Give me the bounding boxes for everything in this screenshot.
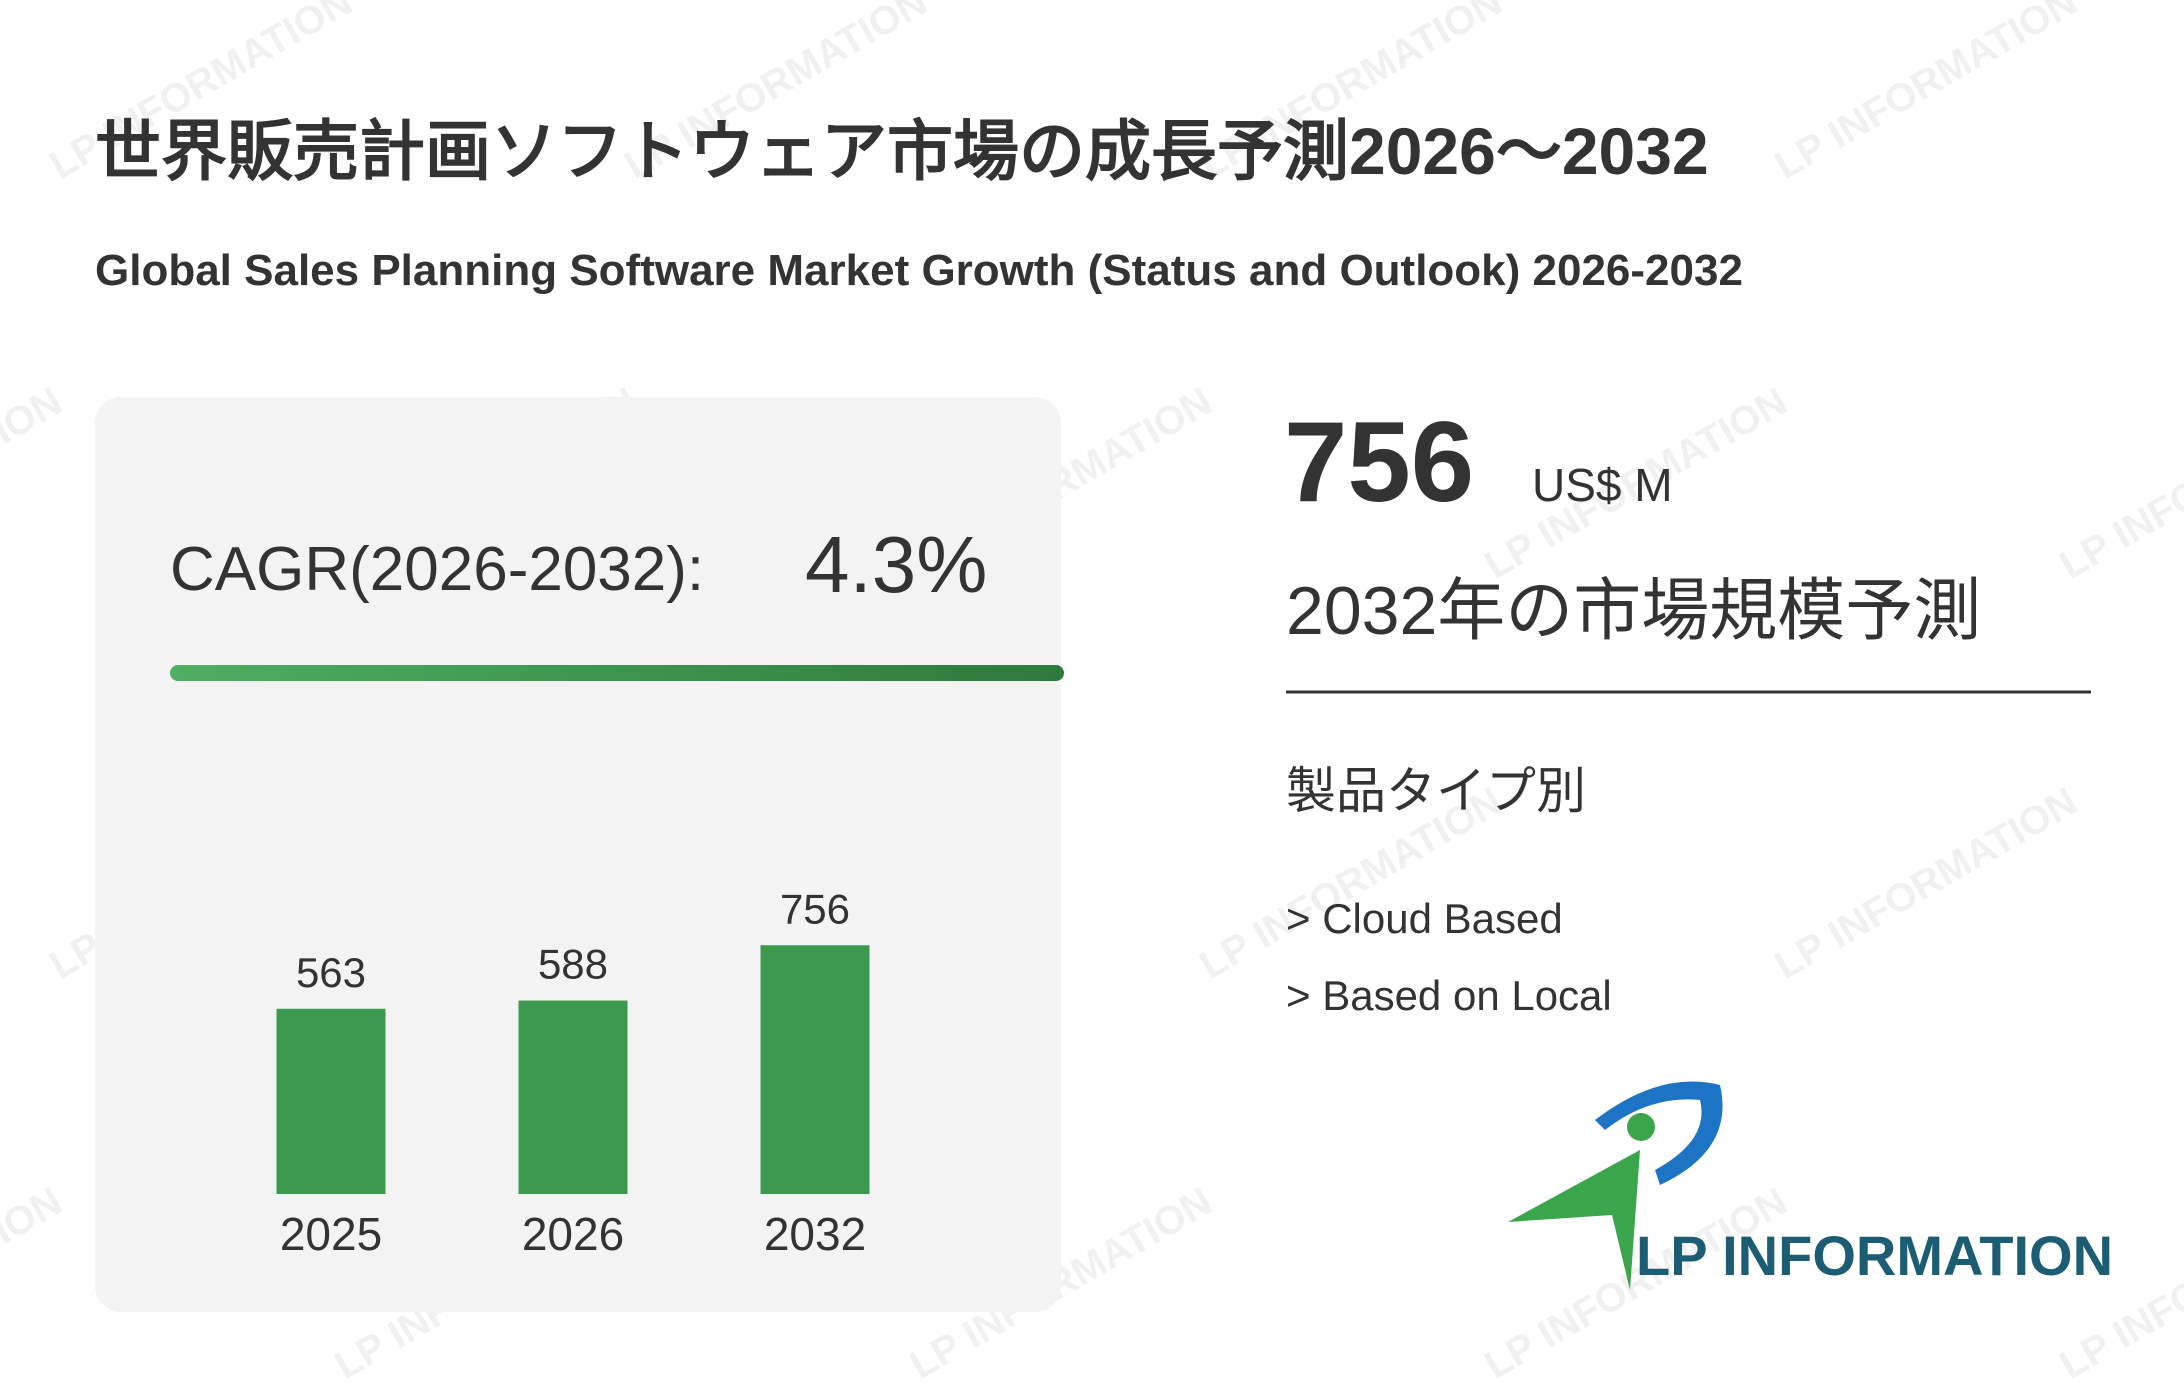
watermark: LP INFORMATION xyxy=(1768,0,2085,188)
value-label: 588 xyxy=(538,941,608,988)
logo-arrow xyxy=(1508,1150,1640,1290)
cagr-label: CAGR(2026-2032): xyxy=(170,535,704,604)
market-unit: US$ M xyxy=(1532,459,1673,511)
category-label: 2025 xyxy=(280,1208,382,1260)
logo: LP INFORMATION xyxy=(1508,1081,2113,1290)
watermark: LP INFORMATION xyxy=(0,379,70,587)
watermark: LP INFORMATION xyxy=(1768,779,2085,987)
value-label: 563 xyxy=(296,949,366,996)
bar-chart: 563 2025 588 2026 756 2032 xyxy=(276,885,870,1260)
category-label: 2026 xyxy=(522,1208,624,1260)
watermark: LP INFORMATION xyxy=(0,1179,70,1385)
value-label: 756 xyxy=(780,885,850,932)
logo-dot xyxy=(1627,1113,1655,1141)
logo-text: LP INFORMATION xyxy=(1636,1224,2113,1287)
cagr-value: 4.3% xyxy=(805,520,987,609)
market-size: 756 xyxy=(1284,399,1474,526)
market-caption: 2032年の市場規模予測 xyxy=(1286,573,1981,649)
segment-item: > Based on Local xyxy=(1286,972,1612,1019)
watermark: LP INFORMATION xyxy=(2053,379,2184,587)
bar xyxy=(760,945,870,1194)
cagr-bar xyxy=(170,665,1064,681)
bar xyxy=(276,1008,386,1194)
category-label: 2032 xyxy=(764,1208,866,1260)
segment-heading: 製品タイプ別 xyxy=(1286,763,1586,819)
title: 世界販売計画ソフトウェア市場の成長予測2026～2032 xyxy=(95,114,1709,188)
bar xyxy=(518,1000,628,1194)
subtitle: Global Sales Planning Software Market Gr… xyxy=(95,246,1743,295)
logo-arc xyxy=(1595,1081,1723,1185)
segment-item: > Cloud Based xyxy=(1286,895,1563,942)
